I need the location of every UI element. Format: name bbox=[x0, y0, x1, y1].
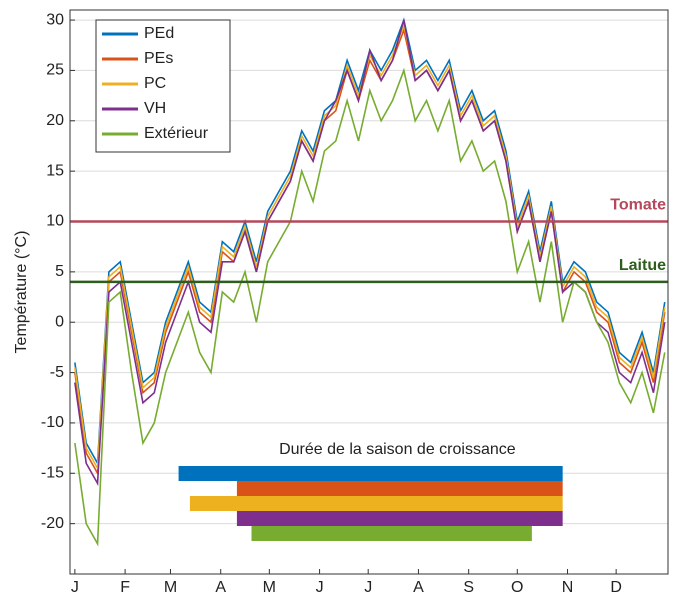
y-axis-label: Température (°C) bbox=[13, 231, 30, 354]
series-line bbox=[74, 19, 666, 487]
x-tick-label: A bbox=[215, 579, 226, 596]
x-tick-label: N bbox=[562, 579, 574, 596]
legend-box bbox=[95, 19, 231, 153]
season-bar bbox=[236, 511, 563, 526]
y-tick-label: 15 bbox=[46, 162, 64, 179]
y-tick-label: 10 bbox=[46, 213, 64, 230]
legend-label: Extérieur bbox=[144, 125, 209, 142]
y-tick-label: -20 bbox=[41, 515, 64, 532]
y-tick-label: 5 bbox=[55, 263, 64, 280]
legend-label: VH bbox=[144, 100, 166, 117]
series-line bbox=[74, 67, 666, 547]
x-tick-label: F bbox=[120, 579, 130, 596]
y-tick-label: -10 bbox=[41, 414, 64, 431]
y-tick-label: 20 bbox=[46, 112, 64, 129]
y-tick-label: 25 bbox=[46, 62, 64, 79]
x-tick-label: J bbox=[71, 579, 79, 596]
x-tick-label: O bbox=[511, 579, 523, 596]
series-line bbox=[74, 27, 666, 477]
threshold-label: Laitue bbox=[619, 257, 666, 274]
legend-label: PC bbox=[144, 75, 166, 92]
season-title: Durée de la saison de croissance bbox=[279, 441, 516, 458]
x-tick-label: J bbox=[316, 579, 324, 596]
y-tick-label: 0 bbox=[55, 313, 64, 330]
y-tick-label: -5 bbox=[50, 364, 64, 381]
season-bar bbox=[189, 496, 563, 511]
x-tick-label: A bbox=[413, 579, 424, 596]
series-line bbox=[74, 22, 666, 472]
x-tick-label: D bbox=[610, 579, 622, 596]
season-bar bbox=[178, 466, 563, 481]
legend-label: PEd bbox=[144, 25, 174, 42]
x-tick-label: S bbox=[463, 579, 474, 596]
x-tick-label: M bbox=[263, 579, 276, 596]
x-tick-label: J bbox=[364, 579, 372, 596]
plot-frame bbox=[69, 9, 669, 575]
season-bar bbox=[251, 526, 532, 541]
x-tick-label: M bbox=[164, 579, 177, 596]
threshold-label: Tomate bbox=[610, 197, 666, 214]
legend-label: PEs bbox=[144, 50, 173, 67]
y-tick-label: -15 bbox=[41, 465, 64, 482]
y-tick-label: 30 bbox=[46, 11, 64, 28]
season-bar bbox=[236, 481, 563, 496]
